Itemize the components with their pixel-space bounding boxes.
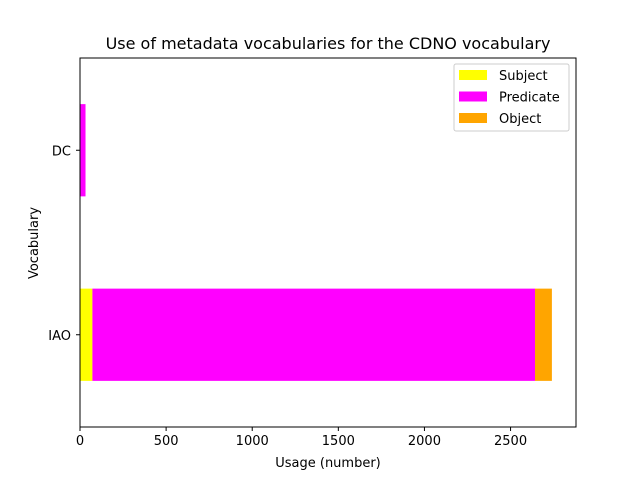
legend-label-subject: Subject (499, 69, 548, 84)
legend-swatch-subject (459, 70, 487, 80)
x-axis-label: Usage (number) (275, 456, 381, 471)
x-tick-label: 0 (76, 434, 84, 449)
y-tick-label: DC (52, 144, 71, 159)
legend-label-predicate: Predicate (499, 91, 560, 106)
x-tick-label: 2000 (408, 434, 441, 449)
y-axis-ticks: IAO DC (48, 144, 80, 344)
legend: Subject Predicate Object (453, 63, 570, 132)
x-tick-label: 500 (154, 434, 179, 449)
bar-dc-predicate (80, 104, 86, 197)
legend-swatch-object (459, 113, 487, 123)
bar-iao-object (535, 288, 552, 381)
plot-frame (79, 57, 577, 428)
x-axis-ticks: 0 500 1000 1500 2000 2500 (76, 427, 527, 449)
x-tick-label: 2500 (494, 434, 527, 449)
chart-title: Use of metadata vocabularies for the CDN… (106, 34, 551, 53)
bar-iao-subject (80, 288, 93, 381)
legend-label-object: Object (499, 112, 541, 127)
bar-iao-predicate (92, 288, 536, 381)
bars-group (80, 104, 552, 381)
x-tick-label: 1500 (322, 434, 355, 449)
legend-swatch-predicate (459, 91, 487, 102)
y-axis-label: Vocabulary (27, 207, 42, 279)
x-tick-label: 1000 (236, 434, 269, 449)
y-tick-label: IAO (48, 329, 71, 344)
